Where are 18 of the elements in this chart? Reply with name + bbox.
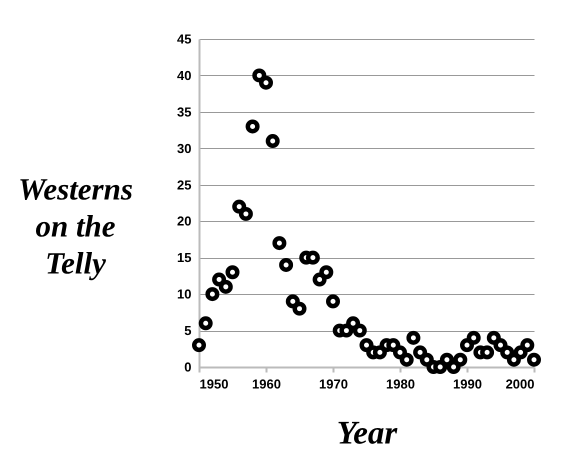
y-tick-label: 40 <box>177 68 192 83</box>
y-tick-label: 45 <box>177 32 192 46</box>
y-tick-label: 30 <box>177 140 192 156</box>
y-tick-label: 25 <box>177 177 192 192</box>
x-tick-label: 1980 <box>386 376 415 392</box>
x-tick-label: 1960 <box>252 376 281 392</box>
y-tick-label: 20 <box>177 214 192 229</box>
y-axis-title: Westerns on the Telly <box>18 172 133 280</box>
y-tick-label: 10 <box>177 286 192 302</box>
x-tick-label: 1970 <box>319 376 348 392</box>
y-tick-label: 5 <box>184 323 192 338</box>
x-tick-label: 1950 <box>200 376 228 392</box>
x-tick-label: 2000 <box>506 376 534 392</box>
x-tick-label: 1990 <box>453 376 482 392</box>
y-tick-label: 35 <box>177 104 192 120</box>
y-tick-label: 15 <box>177 250 192 266</box>
y-tick-label: 0 <box>184 360 192 374</box>
x-axis-title: Year <box>336 416 398 452</box>
